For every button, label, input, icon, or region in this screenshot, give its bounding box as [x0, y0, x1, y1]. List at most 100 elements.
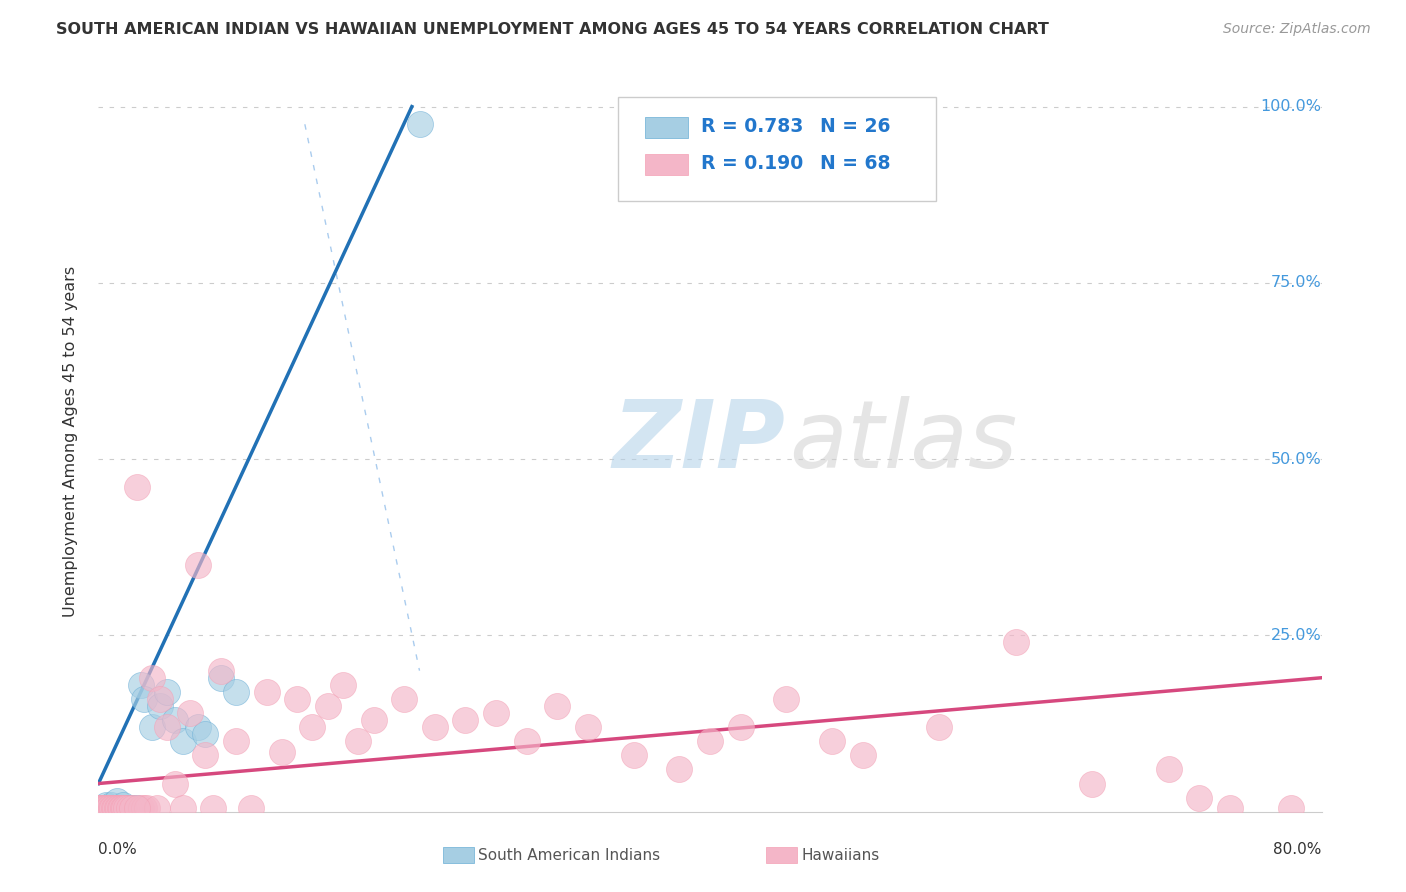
- Point: [149, 692, 172, 706]
- Text: ZIP: ZIP: [612, 395, 785, 488]
- Point: [118, 801, 141, 815]
- Text: R = 0.783: R = 0.783: [702, 118, 804, 136]
- Point: [285, 692, 308, 706]
- Point: [94, 797, 117, 812]
- Point: [87, 801, 110, 815]
- Point: [103, 801, 125, 815]
- Point: [121, 801, 143, 815]
- Point: [97, 801, 120, 815]
- Point: [98, 801, 121, 815]
- Point: [107, 801, 129, 815]
- Point: [256, 685, 278, 699]
- Point: [129, 801, 152, 815]
- FancyBboxPatch shape: [645, 117, 688, 138]
- Point: [149, 698, 172, 713]
- Point: [408, 117, 430, 131]
- Point: [363, 713, 385, 727]
- Point: [111, 801, 134, 815]
- Point: [187, 558, 209, 572]
- Point: [576, 720, 599, 734]
- Point: [187, 720, 209, 734]
- Point: [202, 801, 225, 815]
- Point: [112, 801, 135, 815]
- Point: [194, 748, 217, 763]
- Point: [156, 720, 179, 734]
- Text: atlas: atlas: [790, 396, 1018, 487]
- Point: [91, 801, 114, 815]
- Point: [699, 734, 721, 748]
- Point: [125, 801, 148, 815]
- Point: [125, 801, 148, 815]
- Text: 100.0%: 100.0%: [1261, 99, 1322, 114]
- Point: [98, 801, 121, 815]
- Point: [104, 801, 127, 815]
- FancyBboxPatch shape: [619, 97, 936, 201]
- Point: [121, 801, 143, 815]
- Point: [852, 748, 875, 763]
- Point: [1081, 776, 1104, 790]
- Point: [156, 685, 179, 699]
- Point: [821, 734, 844, 748]
- Point: [1219, 801, 1241, 815]
- Point: [179, 706, 201, 720]
- Y-axis label: Unemployment Among Ages 45 to 54 years: Unemployment Among Ages 45 to 54 years: [63, 266, 77, 617]
- Point: [546, 698, 568, 713]
- Point: [89, 801, 111, 815]
- Point: [516, 734, 538, 748]
- Point: [134, 801, 156, 815]
- Point: [730, 720, 752, 734]
- Point: [101, 801, 124, 815]
- Text: 75.0%: 75.0%: [1271, 276, 1322, 291]
- Text: Source: ZipAtlas.com: Source: ZipAtlas.com: [1223, 22, 1371, 37]
- Text: 80.0%: 80.0%: [1274, 842, 1322, 857]
- FancyBboxPatch shape: [645, 154, 688, 175]
- Point: [270, 745, 292, 759]
- Point: [100, 797, 122, 812]
- Text: Hawaiians: Hawaiians: [801, 848, 880, 863]
- Point: [163, 713, 186, 727]
- Point: [332, 678, 354, 692]
- Text: 50.0%: 50.0%: [1271, 451, 1322, 467]
- Point: [1004, 635, 1026, 649]
- Text: 25.0%: 25.0%: [1271, 628, 1322, 643]
- Point: [100, 801, 122, 815]
- Point: [105, 794, 128, 808]
- Point: [623, 748, 645, 763]
- Point: [93, 801, 115, 815]
- Point: [172, 801, 194, 815]
- Point: [125, 480, 148, 494]
- Point: [301, 720, 323, 734]
- Point: [423, 720, 446, 734]
- Point: [110, 801, 132, 815]
- Point: [225, 734, 247, 748]
- Point: [129, 678, 152, 692]
- Point: [118, 801, 141, 815]
- Point: [103, 801, 125, 815]
- Point: [136, 801, 159, 815]
- Point: [928, 720, 950, 734]
- Point: [194, 727, 217, 741]
- Point: [110, 801, 132, 815]
- Point: [163, 776, 186, 790]
- Point: [111, 797, 134, 812]
- Text: SOUTH AMERICAN INDIAN VS HAWAIIAN UNEMPLOYMENT AMONG AGES 45 TO 54 YEARS CORRELA: SOUTH AMERICAN INDIAN VS HAWAIIAN UNEMPL…: [56, 22, 1049, 37]
- Text: South American Indians: South American Indians: [478, 848, 661, 863]
- Text: 0.0%: 0.0%: [98, 842, 138, 857]
- Point: [101, 801, 124, 815]
- Point: [454, 713, 477, 727]
- Point: [134, 692, 156, 706]
- Point: [392, 692, 416, 706]
- Point: [209, 671, 232, 685]
- Point: [172, 734, 194, 748]
- Point: [105, 801, 128, 815]
- Point: [225, 685, 247, 699]
- Text: N = 68: N = 68: [820, 154, 890, 173]
- Point: [316, 698, 339, 713]
- Point: [1188, 790, 1211, 805]
- Text: R = 0.190: R = 0.190: [702, 154, 804, 173]
- Point: [668, 763, 690, 777]
- Point: [115, 801, 138, 815]
- Point: [141, 671, 163, 685]
- Point: [209, 664, 232, 678]
- Point: [108, 801, 131, 815]
